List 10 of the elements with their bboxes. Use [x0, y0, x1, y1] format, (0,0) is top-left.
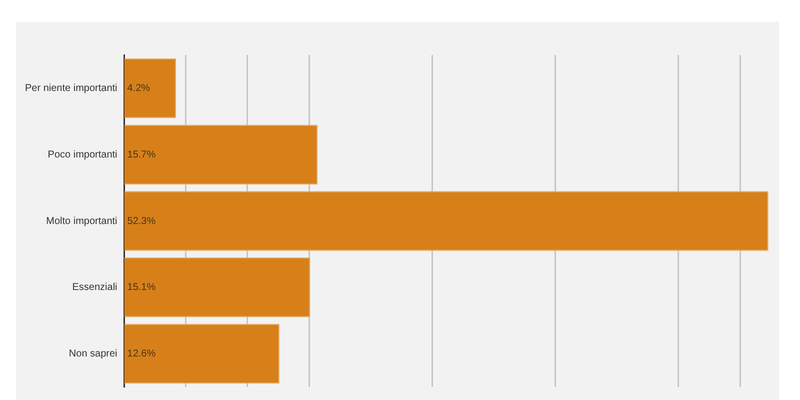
- data-label: 52.3%: [127, 216, 156, 227]
- y-tick-label: Poco importanti: [48, 149, 118, 160]
- data-label: 15.7%: [127, 149, 156, 160]
- data-label: 15.1%: [127, 282, 156, 294]
- y-tick-label: Per niente importanti: [24, 82, 118, 94]
- data-label: 4.2%: [127, 82, 150, 94]
- y-tick-label: Molto importanti: [46, 216, 118, 227]
- y-tick-label: Non saprei: [68, 348, 118, 360]
- y-tick-label: Essenziali: [72, 282, 118, 294]
- data-label: 12.6%: [127, 348, 156, 360]
